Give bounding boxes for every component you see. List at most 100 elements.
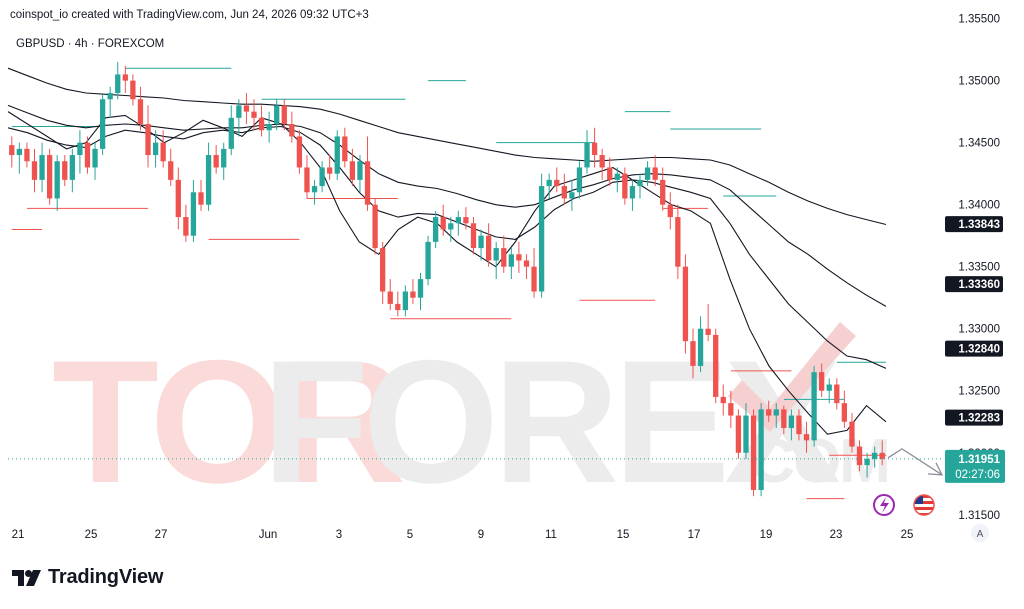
candle-101 (773, 403, 779, 428)
auto-scale-icon[interactable]: A (971, 524, 989, 542)
candle-0 (9, 136, 15, 168)
candle-45 (349, 148, 356, 187)
candle-112 (856, 440, 863, 472)
price-tick-3: 1.34000 (958, 200, 1000, 212)
candle-104 (796, 409, 802, 441)
candle-37 (289, 111, 295, 143)
candle-113 (864, 452, 870, 478)
candle-41 (319, 161, 325, 193)
candle-49 (380, 241, 386, 304)
candle-7 (62, 155, 68, 187)
candle-58 (448, 217, 454, 242)
candle-3 (31, 148, 38, 193)
candle-30 (236, 99, 242, 137)
candle-31 (243, 93, 250, 125)
candle-107 (819, 363, 825, 397)
candle-81 (622, 167, 628, 205)
chart-credit: coinspot_io created with TradingView.com… (10, 9, 369, 21)
svg-text:1.32283: 1.32283 (958, 413, 1000, 425)
price-tick-5: 1.33000 (958, 324, 1000, 336)
candle-50 (387, 279, 393, 311)
candle-115 (879, 440, 885, 466)
candle-15 (122, 65, 128, 94)
symbol-title[interactable]: GBPUSD · 4h · FOREXCOM (16, 38, 165, 50)
candle-60 (463, 207, 469, 230)
current-price-label: 1.31951 02:27:06 (945, 449, 1005, 483)
watermark-check-mark (728, 322, 856, 432)
candle-21 (168, 148, 174, 187)
price-tick-1: 1.35000 (958, 76, 1000, 88)
time-tick-0: 21 (12, 529, 25, 541)
time-axis[interactable]: 21 25 27 Jun 3 5 9 11 15 17 19 23 25 (12, 529, 914, 541)
candle-86 (660, 167, 666, 211)
price-tick-8: 1.31500 (958, 510, 1000, 522)
svg-text:1.33843: 1.33843 (958, 219, 1000, 231)
tradingview-brand: TradingView (48, 566, 164, 588)
candle-54 (417, 272, 424, 311)
moving-averages (7, 67, 887, 435)
candle-100 (766, 400, 772, 422)
candle-27 (213, 145, 219, 174)
candle-85 (652, 155, 658, 187)
candle-52 (402, 285, 409, 317)
tradingview-logo-icon (12, 569, 42, 587)
price-tick-6: 1.32500 (958, 386, 1000, 398)
candle-78 (599, 148, 605, 180)
time-tick-11: 23 (830, 529, 843, 541)
moving-average-line-2 (7, 104, 887, 307)
candle-70 (538, 173, 545, 298)
candle-48 (372, 198, 378, 255)
time-tick-5: 5 (407, 529, 413, 541)
candle-4 (39, 142, 45, 193)
candle-6 (54, 155, 60, 211)
lightning-icon[interactable] (873, 494, 895, 516)
candle-103 (788, 409, 795, 441)
time-tick-7: 11 (545, 529, 557, 541)
us-flag-icon[interactable] (913, 494, 935, 516)
candle-80 (614, 167, 620, 193)
candle-53 (410, 279, 416, 304)
candle-99 (758, 403, 764, 497)
candle-16 (130, 74, 136, 106)
candle-93 (713, 328, 719, 404)
candle-87 (667, 192, 673, 230)
candle-106 (811, 365, 817, 447)
candle-8 (69, 148, 75, 193)
tradingview-footer[interactable]: TradingView (12, 566, 163, 589)
candle-94 (720, 384, 726, 416)
price-tick-2: 1.34500 (958, 138, 1000, 150)
candle-89 (682, 254, 689, 354)
watermark-text-right: FOREX (262, 325, 840, 520)
candle-12 (99, 93, 106, 156)
candle-102 (781, 405, 787, 435)
candle-1 (16, 142, 23, 174)
candle-22 (175, 167, 181, 230)
candle-67 (516, 241, 522, 273)
svg-text:1.32840: 1.32840 (958, 344, 1000, 356)
candle-66 (508, 248, 514, 280)
candle-72 (554, 167, 560, 193)
candle-71 (546, 173, 552, 199)
candle-40 (311, 179, 318, 205)
price-axis[interactable]: 1.35500 1.35000 1.34500 1.34000 1.33500 1.330… (945, 14, 1005, 522)
arrow-head (927, 462, 944, 476)
candle-28 (221, 142, 227, 180)
candle-39 (304, 155, 310, 199)
time-tick-2: 27 (155, 529, 168, 541)
candle-51 (395, 291, 401, 317)
candle-29 (228, 105, 234, 156)
candle-35 (274, 99, 280, 131)
candle-83 (637, 173, 643, 199)
candle-17 (137, 86, 144, 131)
moving-average-line-0 (7, 111, 887, 435)
candle-24 (190, 179, 197, 242)
countdown-value: 02:27:06 (955, 469, 1000, 481)
candle-9 (77, 130, 83, 174)
svg-text:A: A (977, 529, 984, 540)
candle-62 (478, 229, 484, 261)
current-price-value: 1.31951 (958, 454, 1000, 466)
price-tick-0: 1.35500 (958, 14, 1000, 26)
candle-76 (584, 130, 590, 174)
time-tick-8: 15 (617, 529, 630, 541)
